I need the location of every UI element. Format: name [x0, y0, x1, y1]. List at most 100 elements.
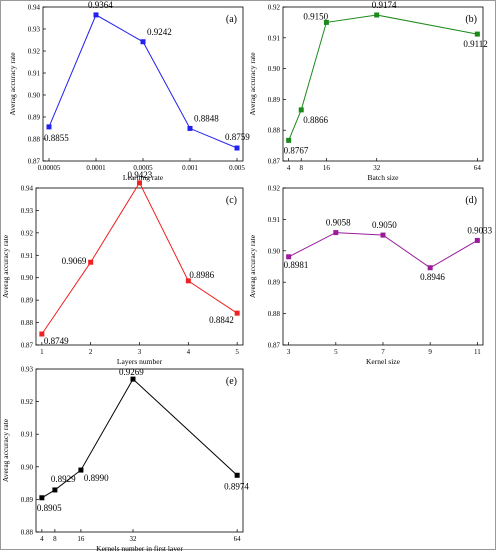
y-tick-label: 0.94	[28, 4, 41, 12]
x-tick-label: 0.001	[182, 164, 198, 172]
x-tick-label: 1	[40, 348, 44, 356]
x-tick-label: 11	[474, 348, 481, 356]
y-tick-label: 0.89	[268, 279, 281, 287]
y-tick-label: 0.90	[21, 274, 34, 282]
y-tick-label: 0.90	[268, 65, 281, 73]
data-point	[39, 495, 45, 501]
panel-c: 0.87 0.88 0.89 0.90 0.91 0.92 0.93 0.94 1 2 3 4 5 Lay…	[1, 170, 244, 366]
x-axis-label: Batch size	[367, 173, 399, 182]
data-point	[234, 472, 240, 478]
data-label: 0.9174	[372, 1, 397, 10]
x-tick-label: 8	[53, 535, 57, 543]
data-label: 0.9033	[467, 225, 492, 235]
x-tick-label: 3	[287, 348, 291, 356]
y-tick-label: 0.89	[21, 297, 34, 305]
data-point	[46, 124, 52, 130]
data-point	[286, 137, 292, 143]
y-tick-label: 0.93	[21, 207, 34, 215]
data-point	[323, 19, 329, 25]
panel-label: (b)	[465, 14, 477, 25]
data-point	[39, 331, 45, 337]
y-tick-label: 0.91	[268, 216, 281, 224]
data-point	[137, 180, 142, 186]
data-label: 0.9058	[326, 218, 351, 228]
data-label: 0.8759	[225, 132, 250, 142]
y-tick-label: 0.87	[21, 342, 34, 350]
x-tick-label: 32	[373, 164, 381, 172]
x-tick-label: 3	[138, 348, 142, 356]
data-label: 0.9242	[147, 27, 172, 37]
data-point	[185, 278, 191, 284]
y-axis-label: Averag accuracy rate	[248, 52, 257, 116]
data-label: 0.9112	[463, 39, 487, 49]
x-tick-label: 0.0005	[133, 164, 153, 172]
data-point	[234, 145, 240, 151]
data-label: 0.8855	[44, 133, 69, 143]
x-tick-label: 16	[323, 164, 331, 172]
panel-b: 0.87 0.88 0.89 0.90 0.91 0.92 4 8 16 32 64 Batch si…	[248, 0, 488, 182]
data-label: 0.9423	[128, 170, 153, 180]
x-tick-label: 9	[428, 348, 432, 356]
panel-label: (c)	[226, 195, 237, 206]
y-tick-label: 0.94	[21, 185, 34, 193]
data-label: 0.8974	[224, 481, 249, 491]
x-tick-label: 4	[187, 348, 191, 356]
data-label: 0.8981	[284, 260, 309, 270]
data-label: 0.9069	[62, 256, 87, 266]
data-point	[427, 265, 433, 271]
y-tick-label: 0.91	[28, 70, 41, 78]
x-tick-label: 16	[77, 535, 85, 543]
x-tick-label: 32	[129, 535, 137, 543]
x-tick-label: 8	[299, 164, 303, 172]
data-point	[93, 12, 99, 18]
data-point	[374, 12, 380, 18]
y-tick-label: 0.90	[268, 247, 281, 255]
data-point	[234, 310, 240, 316]
y-tick-label: 0.91	[21, 252, 34, 260]
data-point	[474, 237, 480, 243]
data-point	[140, 39, 146, 45]
plot-frame	[282, 187, 484, 346]
x-axis-label: Learning rate	[123, 173, 164, 182]
y-tick-label: 0.90	[28, 92, 41, 100]
data-label: 0.8842	[209, 315, 234, 325]
y-axis-label: Averag accuracy rate	[1, 418, 10, 482]
y-tick-label: 0.93	[28, 26, 41, 34]
panel-d: 0.87 0.88 0.89 0.90 0.91 0.92 3 5 7 9 11 Kernel siz…	[248, 185, 493, 367]
data-point	[286, 254, 292, 260]
series-line	[48, 14, 238, 149]
y-axis-label: Averag accuracy rate	[248, 234, 257, 298]
panel-label: (e)	[226, 376, 237, 387]
data-label: 0.9269	[119, 367, 144, 377]
x-tick-label: 5	[334, 348, 338, 356]
y-tick-label: 0.88	[268, 127, 281, 135]
y-tick-label: 0.93	[21, 366, 34, 374]
data-label: 0.9050	[372, 220, 397, 230]
x-axis-label: Kernel size	[366, 357, 401, 366]
data-point	[52, 487, 58, 493]
data-label: 0.8929	[51, 474, 76, 484]
x-tick-label: 5	[235, 348, 239, 356]
panel-e: 0.88 0.89 0.90 0.91 0.92 0.93 4 8 16 32 64 Kernels …	[1, 366, 249, 554]
y-tick-label: 0.87	[28, 158, 41, 166]
x-tick-label: 64	[474, 164, 482, 172]
x-tick-label: 2	[89, 348, 93, 356]
data-point	[380, 232, 386, 238]
y-tick-label: 0.91	[268, 34, 281, 42]
panel-label: (d)	[465, 195, 477, 206]
data-point	[88, 259, 94, 265]
data-point	[474, 31, 480, 37]
x-tick-label: 64	[234, 535, 242, 543]
data-label: 0.8905	[37, 503, 62, 513]
y-tick-label: 0.92	[268, 185, 281, 193]
y-tick-label: 0.88	[21, 319, 34, 327]
y-axis-label: Averag accuracy rate	[1, 234, 10, 298]
x-tick-label: 7	[381, 348, 385, 356]
y-tick-label: 0.92	[268, 4, 281, 12]
data-label: 0.8749	[44, 336, 69, 346]
data-label: 0.8866	[303, 115, 328, 125]
y-tick-label: 0.92	[21, 229, 34, 237]
y-tick-label: 0.87	[268, 342, 281, 350]
